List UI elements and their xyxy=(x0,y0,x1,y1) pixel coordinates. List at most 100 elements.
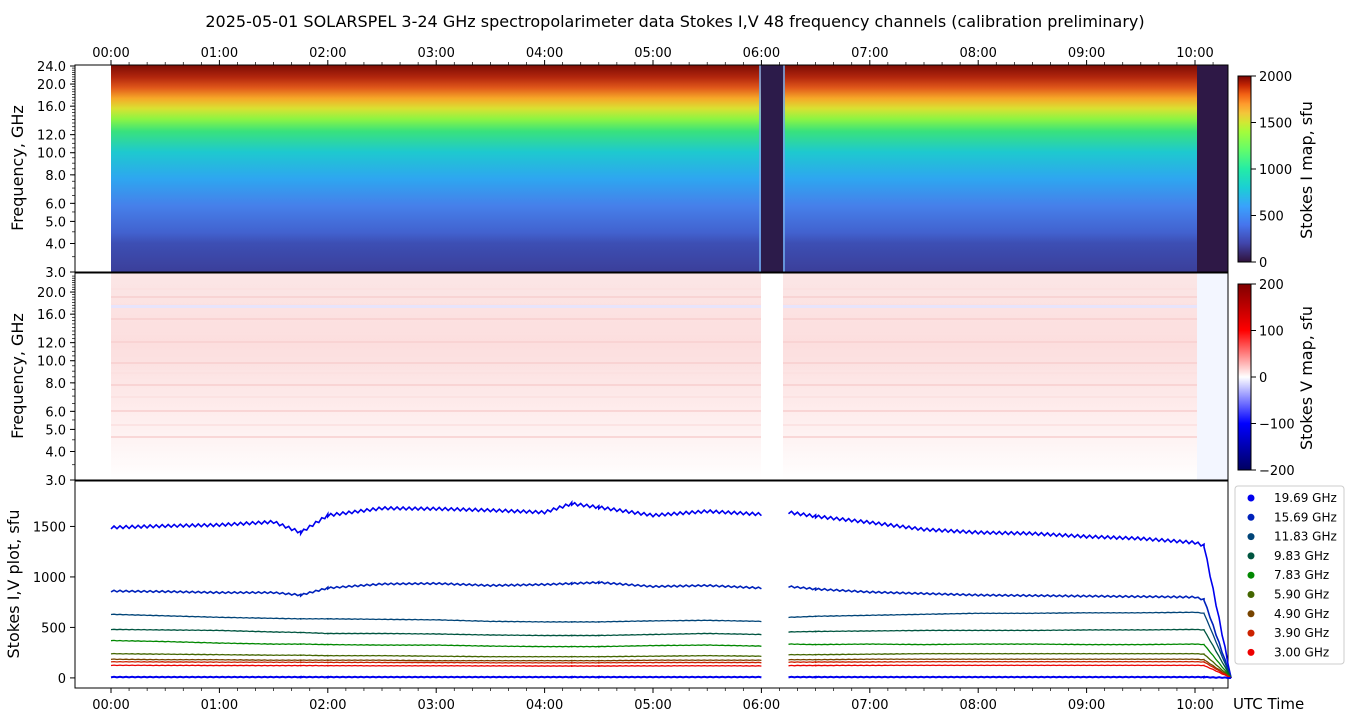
stokes-v-stripe xyxy=(111,333,1197,335)
stokes-v-stripe xyxy=(111,362,1197,364)
stokes-i-freq-tick-label: 16.0 xyxy=(37,100,66,115)
stokes-i-freq-tick-label: 4.0 xyxy=(45,238,66,253)
series-line-4-90-ghz xyxy=(110,658,1232,679)
legend-marker xyxy=(1247,610,1255,618)
stokes-v-after-end xyxy=(1197,273,1228,480)
stokes-i-colorbar-tick-label: 1000 xyxy=(1259,163,1292,178)
stokes-i-freq-tick-label: 8.0 xyxy=(45,169,66,184)
time-top-tick-label: 09:00 xyxy=(1068,46,1105,61)
stokes-v-freq-tick-label: 12.0 xyxy=(37,337,66,352)
time-top-tick-label: 00:00 xyxy=(92,46,129,61)
legend-marker xyxy=(1247,591,1255,598)
stokes-v-colorbar-tick-label: −200 xyxy=(1259,464,1295,479)
series-line-19-69-ghz xyxy=(110,499,1232,679)
stokes-v-panel: 20.0 16.0 12.0 10.0 8.0 6.0 5.0 4.0 3.0 Frequenc… xyxy=(8,272,1229,489)
stokes-v-line xyxy=(110,675,1232,680)
stokes-v-colorbar-tick-label: 200 xyxy=(1259,278,1284,293)
stokes-v-stripe xyxy=(111,296,1197,298)
stokes-plot-panel: 0 500 1000 1500 00:00 01:00 02:00 03:00 04:00 05… xyxy=(4,480,1304,713)
time-top-tick-label: 06:00 xyxy=(743,46,780,61)
series-line-15-69-ghz xyxy=(110,580,1232,679)
time-top-tick-label: 03:00 xyxy=(417,46,454,61)
stokes-i-after-end xyxy=(1197,65,1228,272)
stokes-plot-y-axis: 0 500 1000 1500 xyxy=(33,520,75,687)
stokes-v-freq-tick-label: 6.0 xyxy=(45,405,66,420)
stokes-i-gap xyxy=(761,65,783,272)
time-top-tick-label: 08:00 xyxy=(959,46,996,61)
stokes-i-panel: 24.0 20.0 16.0 12.0 10.0 8.0 6.0 5.0 4.0 3.0 00:0… xyxy=(8,46,1229,281)
legend-marker xyxy=(1247,629,1255,637)
stokes-v-stripe xyxy=(111,396,1197,398)
stokes-i-colorbar-tick-label: 2000 xyxy=(1259,70,1292,85)
stokes-v-stripe xyxy=(111,350,1197,352)
stokes-i-freq-tick-label: 24.0 xyxy=(37,60,66,75)
legend-label: 3.00 GHz xyxy=(1274,645,1329,659)
stokes-v-stripe xyxy=(111,424,1197,426)
stokes-plot-ylabel: Stokes I,V plot, sfu xyxy=(4,510,23,659)
legend-marker xyxy=(1247,648,1255,656)
stokes-v-colorbar-bar xyxy=(1237,283,1252,471)
stokes-i-freq-tick-label: 3.0 xyxy=(45,266,66,281)
stokes-v-stripe xyxy=(111,410,1197,412)
time-bottom-tick-label: 06:00 xyxy=(743,698,780,713)
stokes-v-freq-tick-label: 3.0 xyxy=(45,474,66,489)
stokes-v-stripe xyxy=(111,318,1197,320)
series-line-5-90-ghz xyxy=(110,652,1232,679)
stokes-i-colorbar-bar xyxy=(1237,75,1252,263)
stokes-v-colorbar-ticks: 200 100 0 −100 −200 xyxy=(1251,278,1295,479)
stokes-i-map xyxy=(111,65,1228,272)
stokes-i-freq-tick-label: 10.0 xyxy=(37,147,66,162)
time-bottom-tick-label: 03:00 xyxy=(417,698,454,713)
stokes-i-freq-axis: 24.0 20.0 16.0 12.0 10.0 8.0 6.0 5.0 4.0 3.0 xyxy=(37,60,75,281)
stokes-v-freq-tick-label: 16.0 xyxy=(37,308,66,323)
stokes-v-gap xyxy=(761,273,783,480)
legend-label: 3.90 GHz xyxy=(1274,626,1329,640)
time-bottom-tick-label: 09:00 xyxy=(1068,698,1105,713)
stokes-v-freq-tick-label: 4.0 xyxy=(45,446,66,461)
series-line-11-83-ghz xyxy=(110,611,1232,679)
time-bottom-tick-label: 02:00 xyxy=(309,698,346,713)
stokes-i-colorbar-tick-label: 500 xyxy=(1259,210,1284,225)
legend-label: 4.90 GHz xyxy=(1274,607,1329,621)
stokes-v-stripe xyxy=(111,288,1197,290)
stokes-v-stripe xyxy=(111,341,1197,343)
stokes-i-freq-tick-label: 12.0 xyxy=(37,129,66,144)
stokes-v-colorbar-tick-label: −100 xyxy=(1259,418,1295,433)
legend-marker xyxy=(1247,571,1255,579)
stokes-v-freq-tick-label: 10.0 xyxy=(37,355,66,370)
stokes-v-stripe xyxy=(111,372,1197,374)
time-bottom-tick-label: 01:00 xyxy=(201,698,238,713)
time-top-tick-label: 02:00 xyxy=(309,46,346,61)
stokes-v-freq-tick-label: 5.0 xyxy=(45,423,66,438)
stokes-i-freq-tick-label: 6.0 xyxy=(45,197,66,212)
stokes-v-stripe xyxy=(111,436,1197,438)
stokes-i-colorbar: 2000 1500 1000 500 0 Stokes I map, sfu xyxy=(1237,70,1316,271)
legend-box xyxy=(1234,485,1345,665)
stokes-plot-series xyxy=(110,499,1232,680)
time-bottom-tick-label: 08:00 xyxy=(959,698,996,713)
time-bottom-tick-label: 05:00 xyxy=(634,698,671,713)
stokes-v-ylabel: Frequency, GHz xyxy=(8,313,27,439)
time-top-tick-label: 04:00 xyxy=(526,46,563,61)
stokes-v-colorbar-label: Stokes V map, sfu xyxy=(1297,306,1316,450)
stokes-v-stripe xyxy=(111,384,1197,386)
legend-label: 9.83 GHz xyxy=(1274,549,1329,563)
legend-label: 19.69 GHz xyxy=(1274,491,1337,505)
legend: 19.69 GHz 15.69 GHz 11.83 GHz 9.83 GHz 7.83 … xyxy=(1234,485,1345,665)
time-bottom-tick-label: 10:00 xyxy=(1176,698,1213,713)
legend-marker xyxy=(1247,552,1255,560)
stokes-plot-y-tick-label: 500 xyxy=(41,621,66,636)
x-axis-label: UTC Time xyxy=(1233,695,1304,713)
stokes-i-colorbar-ticks: 2000 1500 1000 500 0 xyxy=(1251,70,1292,271)
stokes-plot-frame xyxy=(74,480,1229,689)
legend-marker xyxy=(1247,533,1255,541)
time-top-tick-label: 01:00 xyxy=(201,46,238,61)
stokes-v-stripes xyxy=(111,288,1197,438)
series-line-9-83-ghz xyxy=(110,628,1232,679)
legend-label: 7.83 GHz xyxy=(1274,568,1329,582)
stokes-v-freq-axis: 20.0 16.0 12.0 10.0 8.0 6.0 5.0 4.0 3.0 xyxy=(37,275,75,489)
time-top-tick-label: 10:00 xyxy=(1176,46,1213,61)
stokes-v-colorbar: 200 100 0 −100 −200 Stokes V map, sfu xyxy=(1237,278,1316,479)
time-bottom-tick-label: 07:00 xyxy=(851,698,888,713)
